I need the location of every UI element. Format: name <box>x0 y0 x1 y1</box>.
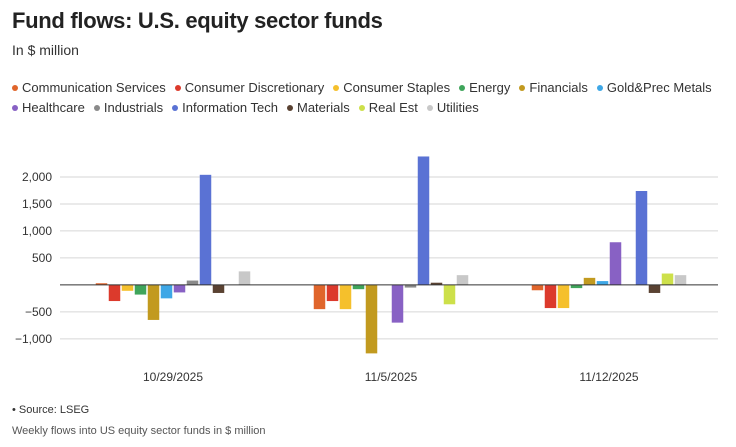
bar <box>313 284 326 310</box>
x-tick-label: 10/29/2025 <box>143 370 203 384</box>
legend-item: Gold&Prec Metals <box>596 78 712 98</box>
bar <box>339 284 352 310</box>
legend-item: Communication Services <box>12 78 166 98</box>
page-subtitle: In $ million <box>12 42 79 58</box>
legend-label: Healthcare <box>22 100 85 115</box>
legend-swatch <box>519 84 526 91</box>
legend-swatch <box>333 84 340 91</box>
bar <box>557 284 570 309</box>
legend-label: Consumer Discretionary <box>184 80 325 95</box>
legend-swatch <box>174 84 181 91</box>
legend-item: Healthcare <box>12 98 85 118</box>
legend-swatch <box>12 84 18 91</box>
bar <box>95 283 108 285</box>
bar <box>583 277 596 285</box>
bar <box>365 284 378 354</box>
bar <box>147 284 160 320</box>
bar <box>596 281 609 285</box>
x-tick-label: 11/5/2025 <box>365 370 418 384</box>
chart-legend: Communication Services Consumer Discretio… <box>12 78 724 118</box>
legend-item: Financials <box>519 78 588 98</box>
bar <box>661 273 674 285</box>
bar <box>456 275 469 285</box>
y-tick-label: 2,000 <box>22 170 52 184</box>
bar <box>531 284 544 291</box>
bar <box>238 271 251 285</box>
bar-chart: −1,000 −500 500 1,000 1,500 2,000 10/29/2025 11… <box>15 156 718 384</box>
bar <box>326 284 339 302</box>
y-tick-label: 1,500 <box>22 197 52 211</box>
legend-label: Materials <box>297 100 350 115</box>
bar <box>635 191 648 285</box>
bar <box>544 284 557 309</box>
y-tick-label: 1,000 <box>22 224 52 238</box>
bar <box>121 284 134 291</box>
legend-swatch <box>287 104 293 111</box>
legend-label: Gold&Prec Metals <box>606 80 712 95</box>
legend-label: Consumer Staples <box>343 80 451 95</box>
legend-label: Real Est <box>368 100 418 115</box>
chart-caption: Weekly flows into US equity sector funds… <box>12 425 266 437</box>
bar <box>443 284 456 305</box>
bar <box>212 284 225 293</box>
legend-label: Utilities <box>436 100 479 115</box>
bar <box>404 284 417 288</box>
bar <box>417 156 430 285</box>
legend-item: Industrials <box>93 98 164 118</box>
bar <box>391 284 404 323</box>
legend-swatch <box>358 104 365 111</box>
legend-swatch <box>426 104 433 111</box>
bar <box>674 275 687 285</box>
source-note: • Source: LSEG <box>12 404 90 416</box>
bar <box>430 282 443 285</box>
x-tick-label: 11/12/2025 <box>579 370 638 384</box>
legend-item: Consumer Discretionary <box>174 78 325 98</box>
bar <box>134 284 147 295</box>
bar <box>352 284 365 290</box>
legend-swatch <box>596 84 603 91</box>
legend-swatch <box>12 104 18 111</box>
page-title: Fund flows: U.S. equity sector funds <box>12 8 383 33</box>
legend-label: Energy <box>469 80 511 95</box>
legend-label: Communication Services <box>22 80 166 95</box>
legend-item: Materials <box>287 98 350 118</box>
bar <box>648 284 661 293</box>
legend-label: Industrials <box>103 100 164 115</box>
bar <box>570 284 583 289</box>
bar <box>108 284 121 302</box>
legend-swatch <box>459 84 466 91</box>
legend-item: Consumer Staples <box>333 78 450 98</box>
legend-swatch <box>93 104 100 111</box>
bar <box>186 280 199 285</box>
bar <box>199 174 212 285</box>
y-tick-label: −500 <box>25 305 52 319</box>
legend-item: Real Est <box>358 98 418 118</box>
bar <box>609 242 622 285</box>
y-tick-label: −1,000 <box>15 332 52 346</box>
legend-item: Utilities <box>426 98 479 118</box>
bar <box>160 284 173 299</box>
bar <box>173 284 186 293</box>
legend-item: Information Tech <box>172 98 278 118</box>
legend-label: Information Tech <box>182 100 278 115</box>
y-tick-label: 500 <box>32 251 52 265</box>
legend-swatch <box>172 104 179 111</box>
legend-item: Energy <box>459 78 510 98</box>
legend-label: Financials <box>529 80 588 95</box>
